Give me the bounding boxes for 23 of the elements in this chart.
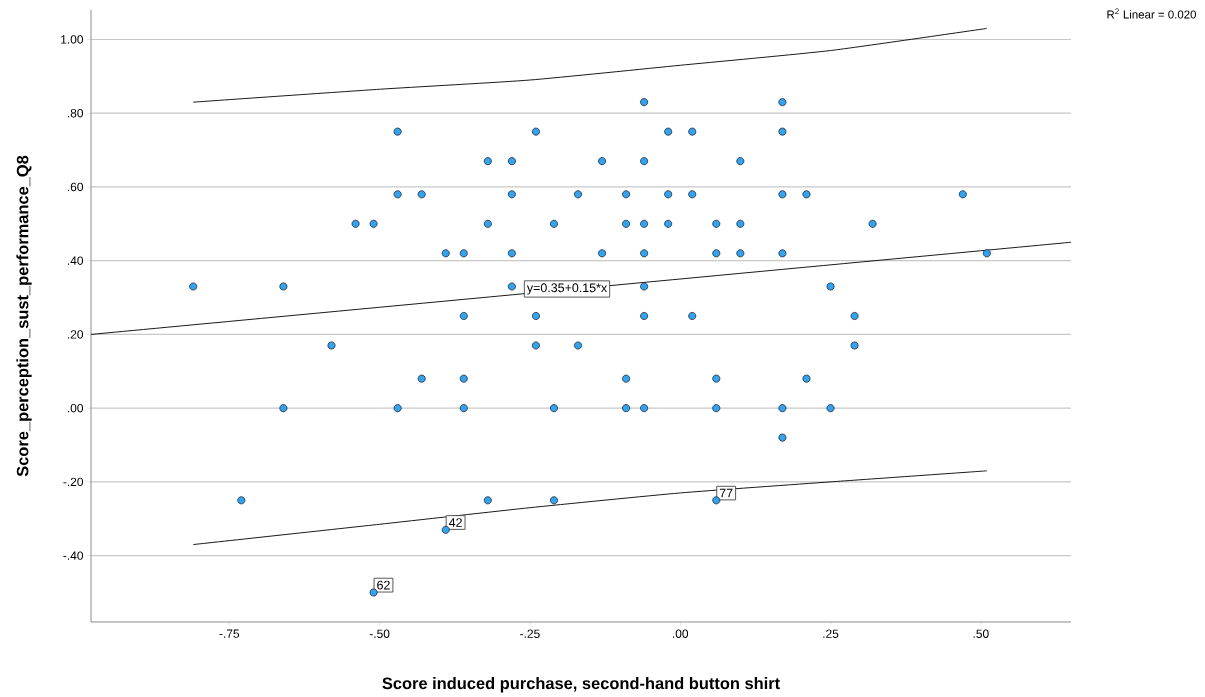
annotation: 42 [448,518,462,527]
line-series [192,27,988,103]
text: R$^{2}$ Linear = 0.020 [1107,8,1197,19]
y-tick-label: .00 [67,403,84,413]
x-tick-label: -.50 [369,629,390,638]
y-tick-label: 1.00 [61,35,84,44]
annotation: 62 [377,580,390,590]
y-tick-label: .40 [67,256,84,265]
annotation: y=0.35+0.15*x [526,283,608,295]
y-tick-label: .20 [67,330,84,339]
x-tick-label: .50 [973,629,989,638]
x-axis-title: Score induced purchase, second-hand button shirt [382,677,780,693]
x-tick-label: .00 [673,629,689,638]
y-axis-title: Score_perception_sust_performance_Q8 [16,155,32,477]
y-tick-label: -.20 [63,477,84,487]
x-tick-label: -.25 [520,629,540,638]
y-tick-label: .80 [67,108,84,118]
x-tick-label: .25 [823,629,839,638]
line-series [192,470,988,546]
y-tick-label: -.40 [63,551,84,560]
y-tick-label: .60 [67,182,84,192]
annotation: 77 [719,488,733,498]
x-tick-label: -.75 [219,629,240,638]
